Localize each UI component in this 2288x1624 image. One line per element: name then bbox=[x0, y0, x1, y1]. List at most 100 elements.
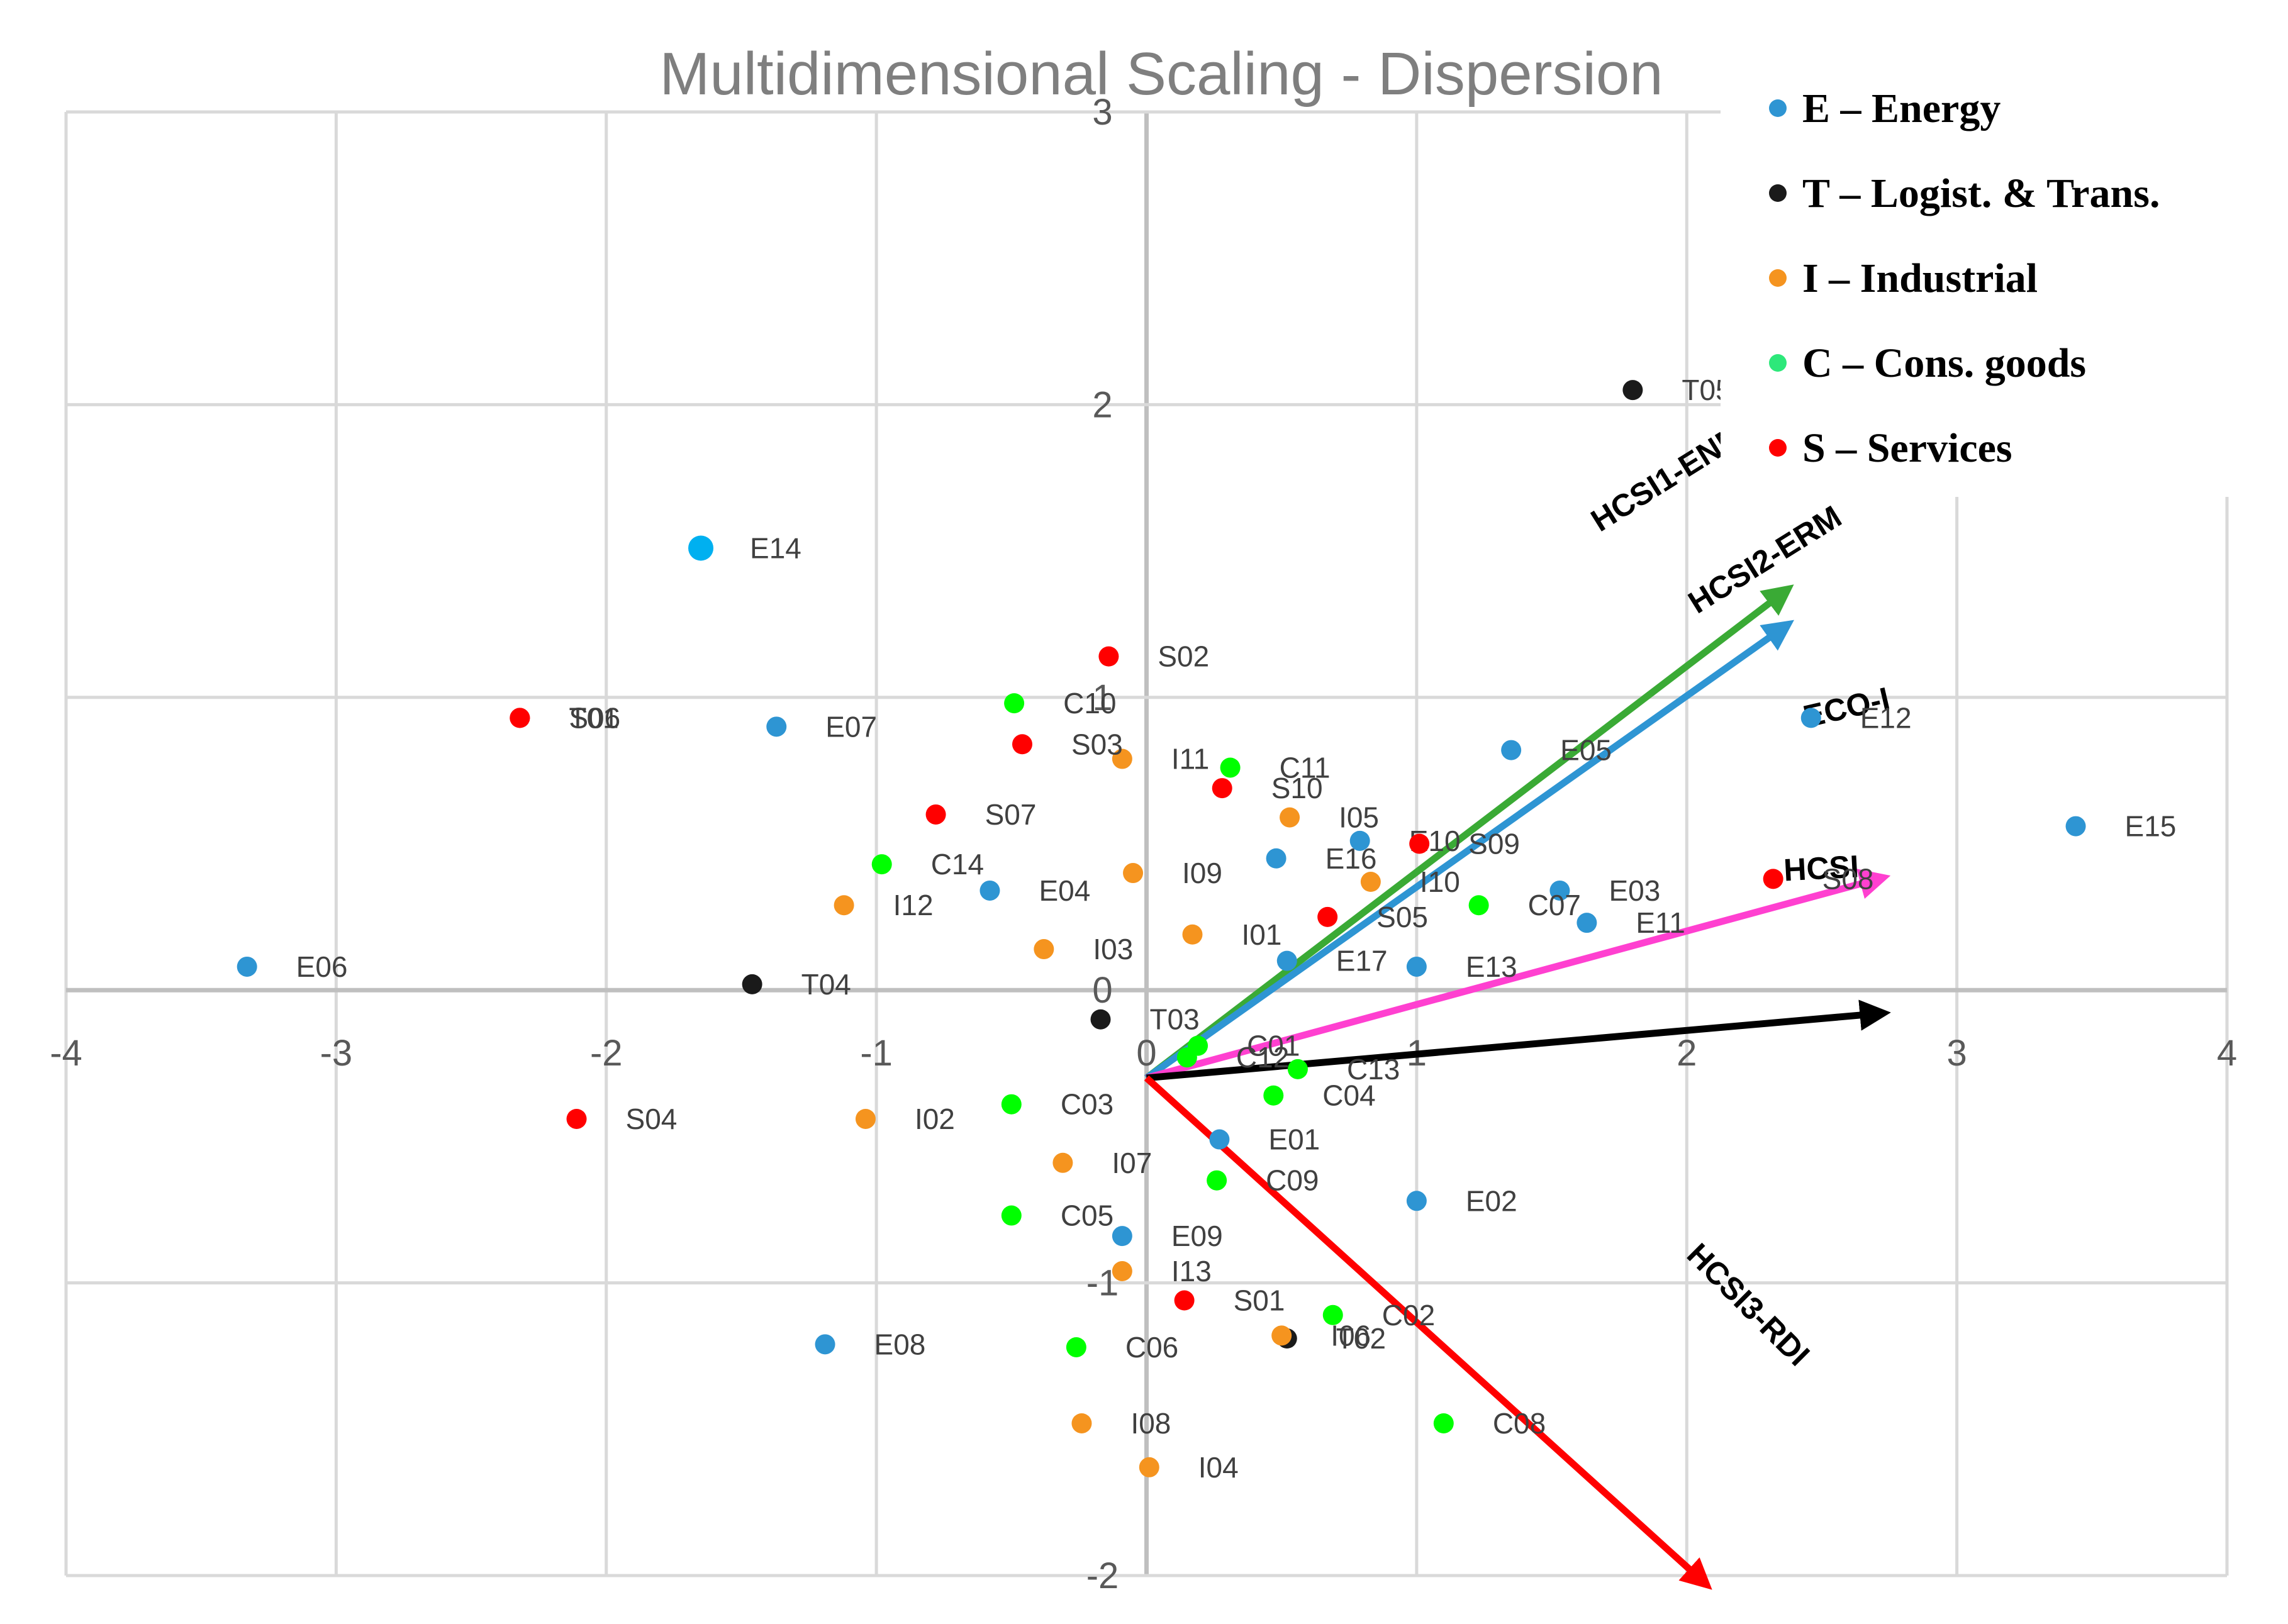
point-label: S10 bbox=[1271, 772, 1323, 804]
data-point-c03 bbox=[1001, 1094, 1022, 1115]
point-label: C14 bbox=[931, 848, 984, 881]
data-point-c09 bbox=[1207, 1170, 1227, 1191]
point-label: C13 bbox=[1347, 1053, 1400, 1086]
point-label: E02 bbox=[1466, 1184, 1517, 1217]
point-label: E05 bbox=[1560, 734, 1612, 767]
point-label: I09 bbox=[1182, 857, 1222, 889]
data-point-c04 bbox=[1263, 1085, 1284, 1106]
data-point-e12 bbox=[1800, 708, 1821, 728]
data-point-s08 bbox=[1763, 869, 1783, 889]
point-label: S01 bbox=[1234, 1284, 1285, 1317]
y-tick-label: 1 bbox=[1092, 677, 1112, 718]
point-label: I07 bbox=[1112, 1147, 1152, 1179]
point-label: E13 bbox=[1466, 950, 1517, 983]
vector-label: HCSI bbox=[1783, 848, 1860, 887]
data-point-e02 bbox=[1406, 1191, 1427, 1211]
point-label: E09 bbox=[1171, 1220, 1223, 1252]
vector-arrow-hcsi2-erm bbox=[1144, 620, 1794, 1081]
legend-label-c: C – Cons. goods bbox=[1802, 340, 2086, 386]
data-point-e08 bbox=[815, 1334, 835, 1355]
point-label: I10 bbox=[1420, 865, 1460, 898]
point-label: C10 bbox=[1063, 687, 1116, 720]
data-point-e13 bbox=[1406, 956, 1427, 977]
legend-marker-t bbox=[1769, 184, 1787, 202]
point-label: I06 bbox=[1331, 1319, 1371, 1352]
data-point-e14 bbox=[688, 535, 714, 561]
legend-marker-i bbox=[1769, 269, 1787, 287]
legend-background bbox=[1721, 57, 2230, 497]
data-point-c14 bbox=[871, 854, 892, 875]
data-point-s07 bbox=[925, 804, 946, 825]
point-label: C08 bbox=[1493, 1407, 1546, 1440]
point-label: C12 bbox=[1236, 1041, 1289, 1074]
point-label: I13 bbox=[1171, 1255, 1212, 1288]
vector-arrow-hcsi3-rdi bbox=[1144, 1075, 1712, 1590]
legend-marker-c bbox=[1769, 354, 1787, 372]
data-point-e05 bbox=[1501, 740, 1522, 760]
data-point-c11 bbox=[1220, 757, 1241, 778]
data-point-s10 bbox=[1212, 778, 1232, 799]
point-label: C07 bbox=[1528, 889, 1581, 921]
legend-label-t: T – Logist. & Trans. bbox=[1802, 170, 2160, 216]
x-tick-label: 2 bbox=[1677, 1033, 1697, 1074]
point-label: I01 bbox=[1241, 918, 1281, 951]
x-tick-label: 3 bbox=[1946, 1033, 1967, 1074]
data-point-e17 bbox=[1276, 950, 1297, 971]
point-label: T01 bbox=[569, 701, 618, 734]
data-point-i13 bbox=[1112, 1260, 1132, 1281]
data-point-i04 bbox=[1139, 1457, 1159, 1477]
data-point-e11 bbox=[1576, 913, 1597, 933]
data-point-i05 bbox=[1280, 807, 1300, 828]
point-label: I11 bbox=[1171, 743, 1210, 776]
data-point-t03 bbox=[1090, 1009, 1111, 1030]
point-label: S07 bbox=[985, 798, 1037, 831]
point-label: C05 bbox=[1061, 1199, 1113, 1232]
data-point-e03 bbox=[1549, 880, 1570, 901]
data-point-c10 bbox=[1004, 693, 1025, 714]
data-point-s02 bbox=[1098, 646, 1119, 667]
point-label: C04 bbox=[1322, 1079, 1375, 1112]
point-label: S05 bbox=[1376, 901, 1428, 933]
x-tick-label: -3 bbox=[320, 1033, 353, 1074]
x-tick-label: 4 bbox=[2217, 1033, 2237, 1074]
data-point-i06 bbox=[1271, 1325, 1292, 1346]
data-point-e16 bbox=[1266, 848, 1286, 869]
point-label: I04 bbox=[1198, 1451, 1239, 1484]
data-points: E14E07E06E08E12E15E05E16E04E10E03E11E13E… bbox=[237, 374, 2177, 1484]
legend-label-s: S – Services bbox=[1802, 425, 2012, 471]
point-label: S06 bbox=[569, 701, 620, 734]
legend-label-i: I – Industrial bbox=[1802, 255, 2038, 301]
data-point-c02 bbox=[1322, 1304, 1343, 1325]
data-point-s03 bbox=[1012, 734, 1032, 755]
y-tick-label: 3 bbox=[1092, 92, 1112, 133]
data-point-s06 bbox=[510, 708, 530, 728]
data-point-e10 bbox=[1349, 830, 1370, 851]
legend-marker-e bbox=[1769, 99, 1787, 117]
point-label: E06 bbox=[296, 950, 348, 983]
data-point-e04 bbox=[979, 880, 1000, 901]
data-point-e09 bbox=[1112, 1226, 1132, 1247]
data-point-c07 bbox=[1468, 895, 1489, 916]
x-tick-label: -2 bbox=[590, 1033, 623, 1074]
data-point-c06 bbox=[1066, 1337, 1086, 1357]
point-label: T03 bbox=[1150, 1003, 1200, 1036]
point-label: E15 bbox=[2125, 810, 2177, 843]
point-label: I05 bbox=[1339, 801, 1379, 834]
y-tick-label: 2 bbox=[1092, 384, 1112, 425]
legend-label-e: E – Energy bbox=[1802, 86, 2001, 131]
data-point-s05 bbox=[1317, 906, 1338, 927]
point-label: S09 bbox=[1468, 828, 1520, 860]
data-point-i01 bbox=[1182, 924, 1203, 945]
point-label: I08 bbox=[1130, 1407, 1171, 1440]
data-point-e06 bbox=[237, 956, 257, 977]
point-label: E17 bbox=[1336, 945, 1388, 977]
point-label: E14 bbox=[750, 531, 801, 564]
point-label: T02 bbox=[1336, 1322, 1386, 1355]
point-label: S04 bbox=[626, 1103, 678, 1135]
point-label: E07 bbox=[825, 710, 877, 743]
vector-arrow-hcsi1-enm bbox=[1144, 584, 1794, 1081]
point-label: C02 bbox=[1382, 1299, 1435, 1332]
